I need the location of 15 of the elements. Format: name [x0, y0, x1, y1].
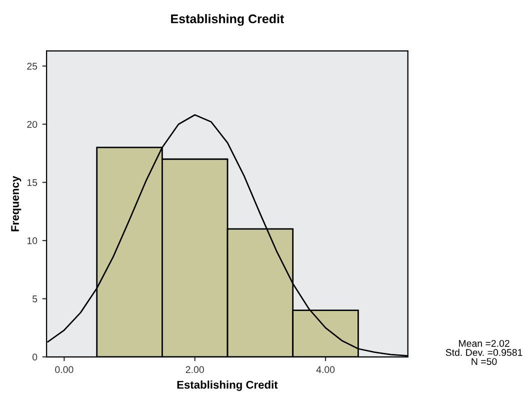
y-tick-label: 25	[27, 62, 38, 70]
y-tick-label: 15	[27, 179, 38, 186]
x-tick-label: 0.00	[55, 366, 74, 374]
y-tick-label: 20	[27, 120, 38, 128]
x-tick-label: 4.00	[316, 366, 335, 374]
chart-title: Establishing Credit	[171, 14, 284, 26]
y-tick-label: 5	[32, 296, 38, 302]
x-tick-label: 2.00	[186, 366, 204, 374]
y-tick-label: 10	[27, 237, 38, 244]
y-tick-label: 0	[32, 354, 38, 361]
text: Std. Dev. =0.9581	[446, 348, 522, 356]
x-axis-title: Establishing Credit	[177, 380, 278, 391]
text: Mean =2.02	[459, 340, 510, 347]
y-axis-title: Frequency	[11, 176, 22, 232]
text: N =50	[472, 358, 497, 365]
